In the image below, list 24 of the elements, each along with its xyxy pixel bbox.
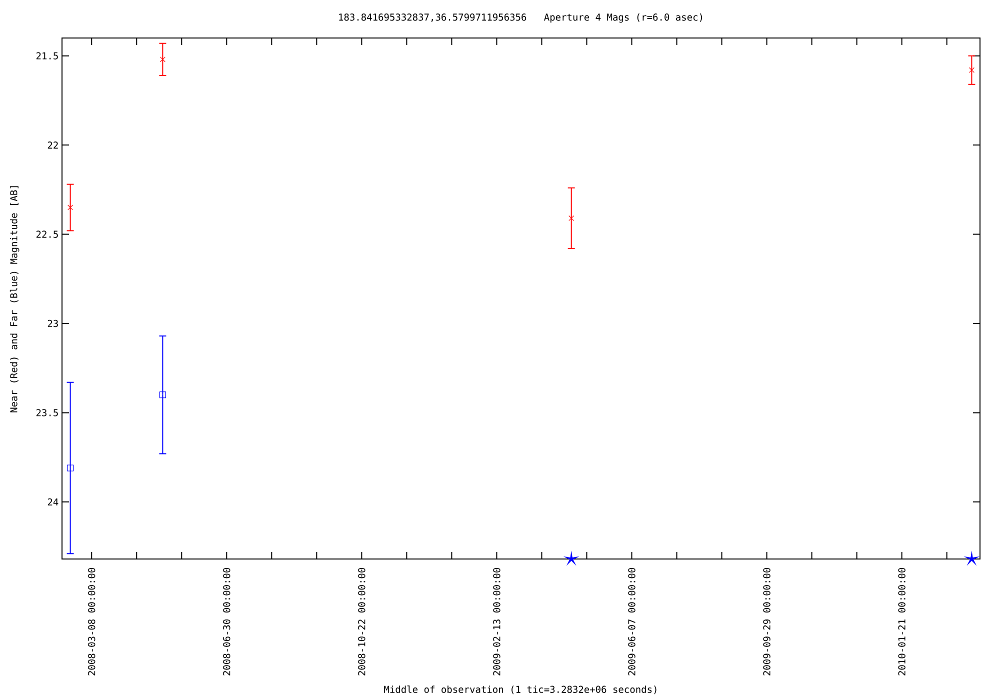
x-tick-label: 2008-03-08 00:00:00 xyxy=(88,568,96,676)
y-tick-label: 21.5 xyxy=(36,52,58,60)
y-tick-label: 23 xyxy=(48,320,58,328)
point xyxy=(968,67,974,73)
point xyxy=(564,552,578,565)
x-tick-label: 2008-06-30 00:00:00 xyxy=(223,568,230,676)
y-tick-label: 23.5 xyxy=(36,409,58,416)
chart-title: 183.841695332837,36.5799711956356 Aperture 4 Mags (r=6.0 asec) xyxy=(339,13,702,23)
x-tick-label: 2008-10-22 00:00:00 xyxy=(358,568,366,676)
point xyxy=(159,392,166,398)
y-tick-label: 22.5 xyxy=(36,230,58,238)
point xyxy=(965,552,978,565)
point xyxy=(568,215,574,221)
x-axis-title: Middle of observation (1 tic=3.2832e+06 seconds) xyxy=(384,686,656,694)
y-tick-label: 22 xyxy=(48,142,58,149)
point xyxy=(160,56,166,62)
point xyxy=(67,464,74,472)
y-tick-label: 24 xyxy=(48,498,58,506)
point xyxy=(68,204,74,210)
x-tick-label: 2009-09-29 00:00:00 xyxy=(763,568,770,676)
y-axis-title: Near (Red) and Far (Blue) Magnitude [AB] xyxy=(10,186,20,412)
x-tick-label: 2009-02-13 00:00:00 xyxy=(493,568,500,676)
x-tick-label: 2010-01-21 00:00:00 xyxy=(898,568,906,676)
x-tick-label: 2009-06-07 00:00:00 xyxy=(628,568,636,676)
